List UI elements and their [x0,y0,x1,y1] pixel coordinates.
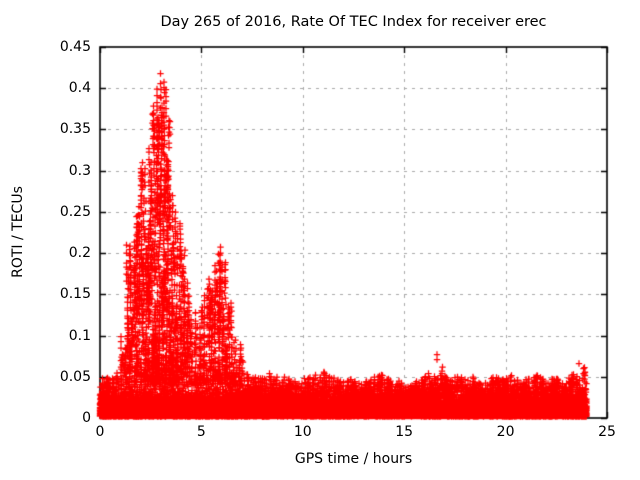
y-tick-label: 0.05 [59,368,91,385]
y-tick-label: 0.3 [68,162,91,179]
y-tick-label: 0.4 [68,80,91,97]
x-tick-label: 5 [196,424,206,440]
x-tick-label: 25 [598,424,616,440]
x-tick-label: 0 [95,424,105,440]
x-axis-label: GPS time / hours [294,451,413,467]
y-tick-label: 0.2 [68,245,91,262]
y-tick-label: 0.35 [59,121,91,138]
y-tick-label: 0 [82,410,91,426]
y-tick-label: 0.45 [59,39,91,55]
y-tick-label: 0.15 [59,286,91,303]
y-axis-label: ROTI / TECUs [10,186,26,278]
y-tick-label: 0.25 [59,203,91,220]
x-tick-label: 20 [496,424,515,440]
x-tick-label: 15 [395,424,414,440]
chart-title: Day 265 of 2016, Rate Of TEC Index for r… [160,14,547,30]
x-tick-label: 10 [293,424,312,440]
y-tick-label: 0.1 [68,327,91,344]
